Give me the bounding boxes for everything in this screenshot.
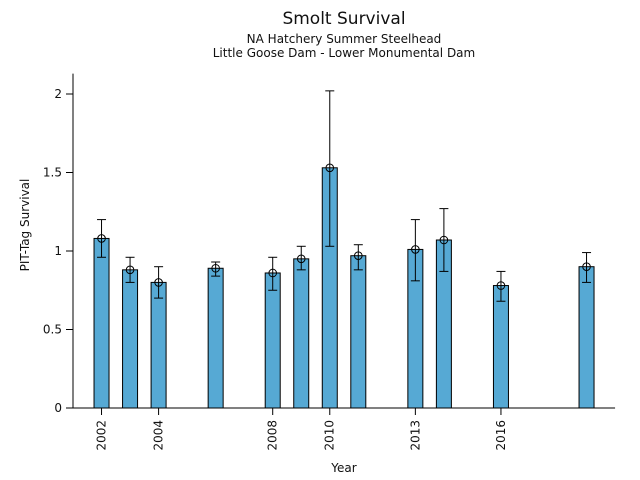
x-tick-label: 2004: [152, 420, 166, 451]
bar-2003: [122, 269, 139, 409]
marker-2013: [411, 245, 420, 254]
x-tick-label: 2010: [323, 420, 337, 451]
y-tick-label: 1: [54, 244, 62, 258]
marker-2002: [97, 234, 106, 243]
marker-2011: [354, 251, 363, 261]
y-tick-label: 1.5: [43, 166, 62, 180]
x-tick-label: 2013: [408, 420, 422, 451]
bar-2006: [207, 267, 224, 409]
y-tick-label: 0.5: [43, 323, 62, 337]
bar-2008: [264, 272, 281, 409]
bar-2009: [293, 258, 310, 409]
marker-2010: [325, 163, 335, 173]
marker-2003: [125, 265, 135, 275]
marker-2006: [211, 263, 220, 273]
bar-2004: [150, 281, 167, 409]
x-axis-label: Year: [331, 461, 357, 475]
marker-2009: [296, 254, 306, 264]
chart-subtitle-2: Little Goose Dam - Lower Monumental Dam: [212, 46, 476, 60]
chart-subtitle-1: NA Hatchery Summer Steelhead: [246, 32, 442, 46]
y-tick-label: 0: [54, 401, 62, 415]
bar-2011: [350, 255, 367, 409]
chart-title: Smolt Survival: [282, 9, 406, 29]
marker-2014: [439, 235, 449, 245]
marker-2016: [496, 281, 506, 290]
marker-2019: [582, 262, 591, 272]
y-tick-label: 2: [54, 87, 62, 101]
marker-2008: [268, 268, 278, 278]
bar-2019: [578, 266, 595, 409]
bar-2002: [93, 237, 110, 409]
x-tick-label: 2016: [494, 420, 508, 451]
x-tick-label: 2002: [94, 420, 108, 451]
marker-2004: [154, 278, 163, 287]
x-tick-label: 2008: [266, 420, 280, 451]
bar-2016: [492, 285, 509, 409]
